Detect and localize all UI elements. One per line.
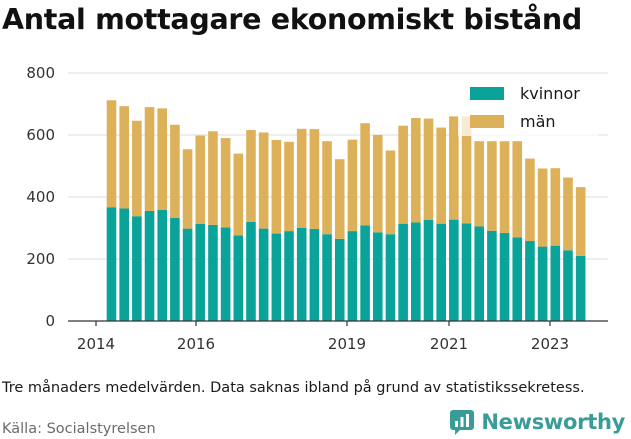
bar-man [512, 141, 523, 238]
x-tick-label: 2023 [531, 335, 569, 353]
bar-man [487, 141, 497, 231]
bar-kvinnor [208, 224, 218, 321]
bar-man [461, 116, 472, 224]
bar-kvinnor [157, 210, 168, 321]
x-tick-label: 2019 [328, 335, 366, 353]
bar-man [233, 153, 244, 236]
bar-kvinnor [296, 228, 307, 321]
bar-kvinnor [385, 234, 396, 321]
bar-kvinnor [233, 235, 244, 321]
legend-swatch [470, 115, 504, 128]
bar-man [157, 108, 168, 211]
bar-man [385, 150, 396, 235]
bar-kvinnor [258, 228, 269, 321]
chart-title: Antal mottagare ekonomiskt bistånd [2, 3, 582, 36]
bar-kvinnor [271, 233, 282, 321]
bar-kvinnor [220, 227, 231, 321]
y-tick-label: 800 [26, 64, 55, 82]
bar-kvinnor [170, 217, 180, 321]
bar-kvinnor [563, 250, 573, 321]
bar-man [119, 106, 129, 209]
bar-kvinnor [309, 228, 320, 321]
bar-kvinnor [360, 225, 370, 321]
bar-man [423, 118, 434, 220]
bar-man [195, 135, 206, 224]
bar-man [309, 129, 320, 229]
y-tick-label: 200 [26, 250, 55, 268]
bar-kvinnor [474, 226, 485, 321]
bar-man [398, 125, 408, 224]
bar-kvinnor [195, 223, 206, 321]
bar-kvinnor [512, 237, 523, 321]
y-tick-label: 0 [45, 312, 55, 330]
bar-man [411, 117, 421, 223]
bar-man [284, 141, 294, 232]
bar-kvinnor [449, 219, 459, 321]
bar-kvinnor [537, 246, 548, 321]
bar-kvinnor [436, 223, 446, 321]
bar-man [347, 139, 358, 232]
bar-man [436, 127, 446, 224]
bar-kvinnor [487, 230, 497, 321]
bar-man [182, 149, 193, 229]
bar-man [474, 141, 485, 227]
bar-kvinnor [284, 231, 294, 321]
bar-man [246, 130, 256, 222]
bar-kvinnor [182, 228, 193, 321]
bar-kvinnor [461, 223, 472, 321]
bar-man [575, 187, 586, 256]
bar-man [322, 141, 332, 235]
legend-label: män [520, 112, 556, 131]
legend-label: kvinnor [520, 84, 580, 103]
bar-kvinnor [347, 231, 358, 321]
bar-man [499, 141, 510, 233]
x-tick-label: 2021 [430, 335, 468, 353]
bar-man [132, 120, 142, 217]
bar-man [525, 158, 535, 242]
y-tick-label: 400 [26, 188, 55, 206]
bar-man [550, 168, 561, 246]
bar-man [360, 123, 370, 226]
bar-kvinnor [119, 208, 129, 321]
bar-man [106, 100, 117, 208]
bar-kvinnor [372, 232, 383, 321]
bar-man [334, 159, 345, 239]
bar-man [537, 168, 548, 247]
bar-kvinnor [106, 207, 117, 321]
bar-man [208, 131, 218, 225]
bar-man [296, 128, 307, 228]
x-tick-label: 2016 [177, 335, 215, 353]
bar-man [271, 139, 282, 234]
bar-man [372, 135, 383, 233]
bar-kvinnor [132, 216, 142, 321]
brand-name: Newsworthy [481, 410, 625, 434]
bar-man [220, 138, 231, 228]
x-tick-label: 2014 [77, 335, 115, 353]
bar-kvinnor [411, 222, 421, 321]
bar-kvinnor [398, 223, 408, 321]
bar-kvinnor [499, 232, 510, 321]
bar-kvinnor [246, 221, 256, 321]
bar-kvinnor [334, 238, 345, 321]
bar-kvinnor [575, 255, 586, 321]
bar-man [449, 116, 459, 220]
bar-man [170, 124, 180, 218]
legend-swatch [470, 87, 504, 100]
bar-man [258, 132, 269, 229]
y-tick-label: 600 [26, 126, 55, 144]
bar-kvinnor [525, 241, 535, 321]
bar-kvinnor [423, 219, 434, 321]
chart-caption: Tre månaders medelvärden. Data saknas ib… [2, 380, 585, 396]
bar-man [563, 177, 573, 251]
bar-man [144, 107, 155, 211]
bar-kvinnor [144, 210, 155, 321]
source-note: Källa: Socialstyrelsen [2, 421, 156, 437]
bar-kvinnor [322, 234, 332, 321]
bar-kvinnor [550, 245, 561, 321]
newsworthy-brand: Newsworthy [449, 409, 625, 435]
newsworthy-logo-icon [450, 410, 475, 435]
